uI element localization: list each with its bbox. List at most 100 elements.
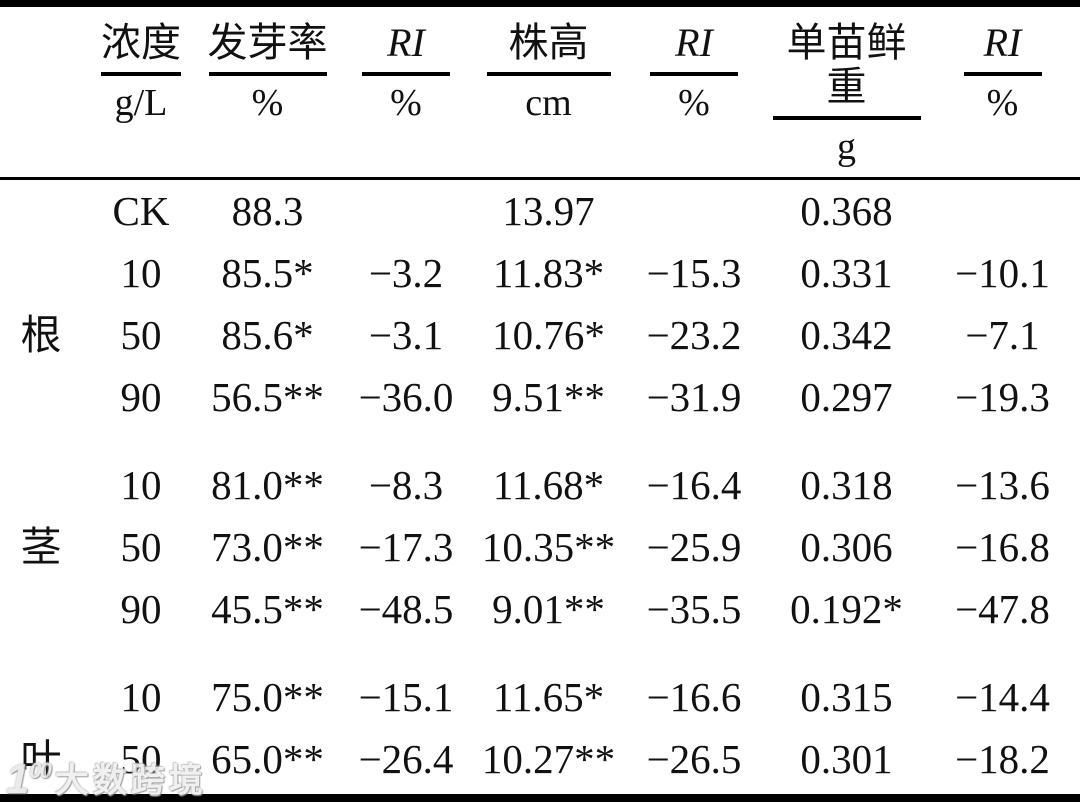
value-cell: 85.5* [221,249,314,296]
value-cell: 0.342 [800,311,893,358]
column-unit: g/L [114,82,168,124]
value-cell: −10.1 [955,249,1050,296]
value-cell: −16.4 [646,461,742,508]
value-cell: 45.5** [211,585,324,632]
table-top-border [0,0,1080,7]
column-title: RI [387,20,425,65]
group-label-cell [0,179,82,243]
value-cell: 11.83* [492,249,605,296]
column-underline [772,116,921,120]
value-cell: 0.331 [800,249,893,296]
value-cell [335,179,477,243]
group-label-cell: 根 [20,311,62,358]
value-cell: −3.2 [368,249,444,296]
table-bottom-border [0,794,1080,802]
column-unit: % [678,82,710,124]
value-cell: 10.27** [481,735,616,782]
value-cell: −26.5 [646,735,742,782]
value-cell: 88.3 [231,187,304,234]
value-cell: 11.65* [492,673,605,720]
col-header-germination-rate: 发芽率 % [200,7,335,179]
value-cell: 56.5** [211,373,324,420]
table-row: 叶 10 75.0** −15.1 11.65* −16.6 0.315 −14.4 [0,640,1080,779]
value-cell: 9.01** [492,585,605,632]
value-cell: 9.51** [492,373,605,420]
value-cell: −26.4 [358,735,454,782]
group-label-cell: 茎 [20,523,62,570]
column-underline [362,72,450,76]
column-underline [101,72,181,76]
value-cell: −16.8 [955,523,1050,570]
table-row: 根 10 85.5* −3.2 11.83* −15.3 0.331 −10.1 [0,242,1080,355]
column-unit: % [251,82,284,124]
col-header-ri-2: RI % [620,7,768,179]
column-underline [650,72,738,76]
table-row: 50 65.0** −26.4 10.27** −26.5 0.301 −18.2 [0,728,1080,790]
concentration-cell: 90 [120,373,162,420]
column-title: 单苗鲜重 [786,20,907,109]
value-cell: 73.0** [211,523,324,570]
value-cell: −25.9 [646,523,742,570]
col-header-group [0,7,82,179]
value-cell: −15.3 [646,249,742,296]
value-cell: −16.6 [646,673,742,720]
col-header-fresh-weight: 单苗鲜重 g [768,7,925,179]
concentration-cell: 50 [120,735,162,782]
value-cell: −48.5 [358,585,454,632]
concentration-cell: 50 [120,311,162,358]
value-cell: 0.315 [800,673,893,720]
column-unit: cm [525,82,572,124]
column-title: 发芽率 [207,20,328,65]
table-row: 90 45.5** −48.5 9.01** −35.5 0.192* −47.8 [0,578,1080,640]
column-unit: % [390,82,422,124]
value-cell: −17.3 [358,523,454,570]
table-row: 50 85.6* −3.1 10.76* −23.2 0.342 −7.1 [0,304,1080,366]
table-row-ck: CK 88.3 13.97 0.368 [0,179,1080,243]
value-cell: 65.0** [211,735,324,782]
value-cell: 75.0** [211,673,324,720]
results-table: 浓度 g/L 发芽率 % RI % 株高 cm [0,7,1080,802]
value-cell: −7.1 [965,311,1040,358]
table-row: 茎 10 81.0** −8.3 11.68* −16.4 0.318 −13.6 [0,428,1080,567]
table-body: CK 88.3 13.97 0.368 根 10 85.5* −3.2 11.83* −15.3 0… [0,179,1080,802]
column-unit: % [986,82,1019,124]
table-header: 浓度 g/L 发芽率 % RI % 株高 cm [0,7,1080,179]
column-title: RI [675,20,713,65]
col-header-concentration: 浓度 g/L [82,7,200,179]
value-cell: −15.1 [358,673,454,720]
watermark: 100 大数跨境 [6,758,207,800]
value-cell: −36.0 [358,373,454,420]
watermark-logo-icon: 100 [6,755,52,802]
value-cell: 10.76* [492,311,605,358]
column-title: 株高 [508,20,589,65]
concentration-cell: 90 [120,585,162,632]
table-row: 90 56.5** −36.0 9.51** −31.9 0.297 −19.3 [0,366,1080,428]
value-cell: 81.0** [211,461,324,508]
column-unit: g [837,126,856,168]
value-cell: 0.368 [800,187,893,234]
column-underline [208,72,327,76]
column-title: RI [983,20,1022,65]
value-cell: 10.35** [481,523,616,570]
value-cell: −13.6 [955,461,1050,508]
value-cell: −35.5 [646,585,742,632]
value-cell: 11.68* [492,461,605,508]
value-cell: −3.1 [368,311,444,358]
header-row: 浓度 g/L 发芽率 % RI % 株高 cm [0,7,1080,179]
concentration-cell: CK [112,187,170,234]
col-header-plant-height: 株高 cm [477,7,620,179]
value-cell [925,179,1080,243]
column-title: 浓度 [101,20,181,65]
value-cell: 85.6* [221,311,314,358]
watermark-text: 大数跨境 [54,762,207,801]
value-cell: 0.297 [800,373,893,420]
concentration-cell: 50 [120,523,162,570]
value-cell: −47.8 [955,585,1050,632]
value-cell: 0.192* [790,585,903,632]
value-cell [620,179,768,243]
value-cell: −31.9 [646,373,742,420]
value-cell: 0.301 [800,735,893,782]
value-cell: 13.97 [502,187,595,234]
value-cell: 0.318 [800,461,893,508]
